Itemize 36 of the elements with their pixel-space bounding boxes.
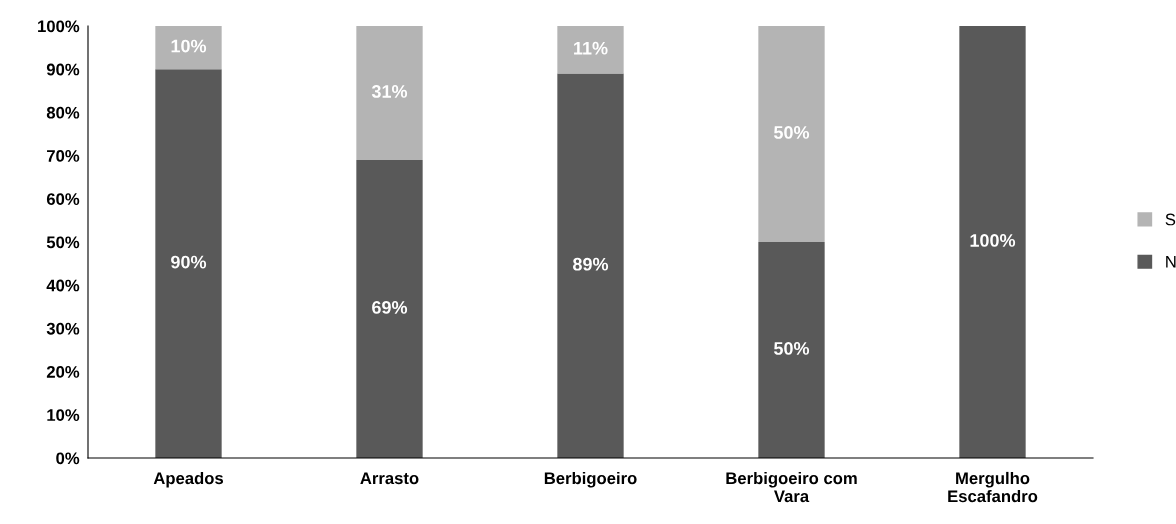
bar xyxy=(557,26,624,74)
bar xyxy=(155,69,222,458)
data-label: 50% xyxy=(773,342,810,355)
x-tick-label: Berbigoeiro com Vara xyxy=(726,471,857,503)
bar xyxy=(557,73,624,458)
y-tick-label: 90% xyxy=(46,63,80,76)
y-tick-label: 80% xyxy=(46,106,80,119)
x-tick-label: Arrasto xyxy=(360,472,419,485)
y-tick-label: 50% xyxy=(46,236,80,249)
bar xyxy=(959,26,1026,458)
y-tick-label: 0% xyxy=(56,452,80,465)
y-tick-label: 30% xyxy=(46,322,80,335)
data-label: 90% xyxy=(171,255,207,269)
bar xyxy=(758,242,825,458)
y-tick-label: 100% xyxy=(38,20,80,33)
data-label: 100% xyxy=(970,234,1016,247)
y-tick-label: 60% xyxy=(46,193,80,205)
bar xyxy=(356,26,423,160)
y-tick-label: 40% xyxy=(46,279,80,292)
bar xyxy=(758,26,825,242)
data-label: 31% xyxy=(371,85,408,98)
bar xyxy=(155,26,222,70)
bar xyxy=(356,159,423,458)
data-label: 89% xyxy=(573,257,609,271)
x-tick-label: Mergulho Escafandro xyxy=(948,471,1038,503)
legend-label: S xyxy=(1165,213,1176,226)
data-label: 11% xyxy=(574,41,608,55)
legend-label: N xyxy=(1166,256,1176,268)
y-tick-label: 10% xyxy=(47,409,80,421)
data-label: 69% xyxy=(372,301,408,314)
x-tick-label: Apeados xyxy=(153,471,224,488)
y-tick-label: 20% xyxy=(46,366,80,378)
data-label: 50% xyxy=(773,126,810,139)
y-tick-label: 70% xyxy=(47,150,80,162)
x-tick-label: Berbigoeiro xyxy=(544,471,637,488)
data-label: 10% xyxy=(171,39,207,53)
